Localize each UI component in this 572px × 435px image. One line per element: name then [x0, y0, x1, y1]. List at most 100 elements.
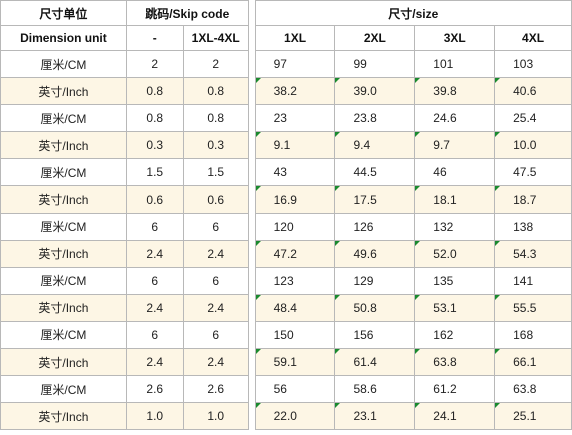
skip-cell[interactable]: 2.4: [125, 293, 184, 322]
size-value-cell[interactable]: 52.0: [414, 239, 496, 268]
size-value-cell[interactable]: 126: [334, 212, 416, 241]
skip-cell[interactable]: 1.5: [182, 158, 249, 187]
unit-cell[interactable]: 厘米/CM: [0, 320, 127, 350]
size-value-cell[interactable]: 53.1: [414, 293, 496, 322]
size-value-cell[interactable]: 47.2: [254, 239, 336, 268]
size-value-cell[interactable]: 54.3: [494, 239, 572, 268]
size-value-cell[interactable]: 23.8: [334, 104, 416, 133]
size-value-cell[interactable]: 25.1: [494, 402, 572, 431]
skip-cell[interactable]: 2.4: [182, 239, 249, 268]
unit-cell[interactable]: 英寸/Inch: [0, 77, 127, 106]
size-value-cell[interactable]: 25.4: [494, 104, 572, 133]
skip-cell[interactable]: 2.6: [125, 375, 184, 404]
unit-cell[interactable]: 英寸/Inch: [0, 402, 127, 431]
size-value-cell[interactable]: 138: [494, 212, 572, 241]
size-value-cell[interactable]: 18.7: [494, 185, 572, 214]
skip-cell[interactable]: 6: [125, 212, 184, 241]
size-value-cell[interactable]: 24.6: [414, 104, 496, 133]
skip-col-header-1: -: [125, 25, 184, 51]
skip-cell[interactable]: 6: [182, 320, 249, 350]
skip-cell[interactable]: 6: [125, 266, 184, 295]
size-value-cell[interactable]: 168: [494, 320, 572, 350]
skip-cell[interactable]: 0.3: [125, 131, 184, 160]
skip-cell[interactable]: 2.4: [125, 348, 184, 377]
size-value-cell[interactable]: 17.5: [334, 185, 416, 214]
size-value-cell[interactable]: 46: [414, 158, 496, 187]
size-value-cell[interactable]: 59.1: [254, 348, 336, 377]
size-value-cell[interactable]: 123: [254, 266, 336, 295]
size-value-cell[interactable]: 132: [414, 212, 496, 241]
size-value-cell[interactable]: 150: [254, 320, 336, 350]
size-value-cell[interactable]: 16.9: [254, 185, 336, 214]
size-value-cell[interactable]: 97: [254, 49, 336, 79]
skip-cell[interactable]: 0.6: [182, 185, 249, 214]
table-row: 英寸/Inch 0.6 0.6 16.9 17.5 18.1 18.7: [0, 185, 572, 214]
size-value-cell[interactable]: 103: [494, 49, 572, 79]
skip-cell[interactable]: 2.4: [125, 239, 184, 268]
size-value-cell[interactable]: 63.8: [494, 375, 572, 404]
unit-cell[interactable]: 厘米/CM: [0, 266, 127, 295]
unit-cell[interactable]: 厘米/CM: [0, 375, 127, 404]
size-value-cell[interactable]: 61.2: [414, 375, 496, 404]
size-value-cell[interactable]: 61.4: [334, 348, 416, 377]
size-value-cell[interactable]: 156: [334, 320, 416, 350]
size-value-cell[interactable]: 40.6: [494, 77, 572, 106]
size-value-cell[interactable]: 63.8: [414, 348, 496, 377]
skip-cell[interactable]: 1.0: [125, 402, 184, 431]
skip-cell[interactable]: 2: [125, 49, 184, 79]
size-value-cell[interactable]: 18.1: [414, 185, 496, 214]
unit-cell[interactable]: 厘米/CM: [0, 212, 127, 241]
skip-cell[interactable]: 0.8: [182, 77, 249, 106]
size-value-cell[interactable]: 48.4: [254, 293, 336, 322]
size-value-cell[interactable]: 162: [414, 320, 496, 350]
size-value-cell[interactable]: 101: [414, 49, 496, 79]
size-value-cell[interactable]: 23.1: [334, 402, 416, 431]
size-value-cell[interactable]: 43: [254, 158, 336, 187]
skip-cell[interactable]: 1.5: [125, 158, 184, 187]
size-value-cell[interactable]: 49.6: [334, 239, 416, 268]
skip-cell[interactable]: 2: [182, 49, 249, 79]
unit-cell[interactable]: 厘米/CM: [0, 158, 127, 187]
size-value-cell[interactable]: 9.1: [254, 131, 336, 160]
size-value-cell[interactable]: 47.5: [494, 158, 572, 187]
size-value-cell[interactable]: 55.5: [494, 293, 572, 322]
size-value-cell[interactable]: 9.4: [334, 131, 416, 160]
skip-cell[interactable]: 0.6: [125, 185, 184, 214]
size-value-cell[interactable]: 10.0: [494, 131, 572, 160]
size-value-cell[interactable]: 129: [334, 266, 416, 295]
skip-cell[interactable]: 2.4: [182, 348, 249, 377]
size-value-cell[interactable]: 9.7: [414, 131, 496, 160]
size-value-cell[interactable]: 135: [414, 266, 496, 295]
size-value-cell[interactable]: 39.0: [334, 77, 416, 106]
unit-cell[interactable]: 英寸/Inch: [0, 131, 127, 160]
size-value-cell[interactable]: 22.0: [254, 402, 336, 431]
unit-cell[interactable]: 英寸/Inch: [0, 185, 127, 214]
skip-cell[interactable]: 6: [182, 212, 249, 241]
skip-cell[interactable]: 0.8: [182, 104, 249, 133]
size-value-cell[interactable]: 39.8: [414, 77, 496, 106]
skip-cell[interactable]: 0.8: [125, 104, 184, 133]
skip-cell[interactable]: 0.8: [125, 77, 184, 106]
unit-cell[interactable]: 厘米/CM: [0, 104, 127, 133]
unit-cell[interactable]: 英寸/Inch: [0, 239, 127, 268]
skip-cell[interactable]: 2.4: [182, 293, 249, 322]
unit-cell[interactable]: 英寸/Inch: [0, 293, 127, 322]
size-value-cell[interactable]: 66.1: [494, 348, 572, 377]
size-value-cell[interactable]: 99: [334, 49, 416, 79]
skip-cell[interactable]: 2.6: [182, 375, 249, 404]
unit-cell[interactable]: 厘米/CM: [0, 49, 127, 79]
skip-cell[interactable]: 6: [125, 320, 184, 350]
size-value-cell[interactable]: 50.8: [334, 293, 416, 322]
size-value-cell[interactable]: 56: [254, 375, 336, 404]
unit-cell[interactable]: 英寸/Inch: [0, 348, 127, 377]
size-value-cell[interactable]: 23: [254, 104, 336, 133]
size-value-cell[interactable]: 38.2: [254, 77, 336, 106]
skip-cell[interactable]: 1.0: [182, 402, 249, 431]
size-value-cell[interactable]: 120: [254, 212, 336, 241]
size-value-cell[interactable]: 44.5: [334, 158, 416, 187]
skip-cell[interactable]: 0.3: [182, 131, 249, 160]
size-value-cell[interactable]: 24.1: [414, 402, 496, 431]
size-value-cell[interactable]: 58.6: [334, 375, 416, 404]
size-value-cell[interactable]: 141: [494, 266, 572, 295]
skip-cell[interactable]: 6: [182, 266, 249, 295]
